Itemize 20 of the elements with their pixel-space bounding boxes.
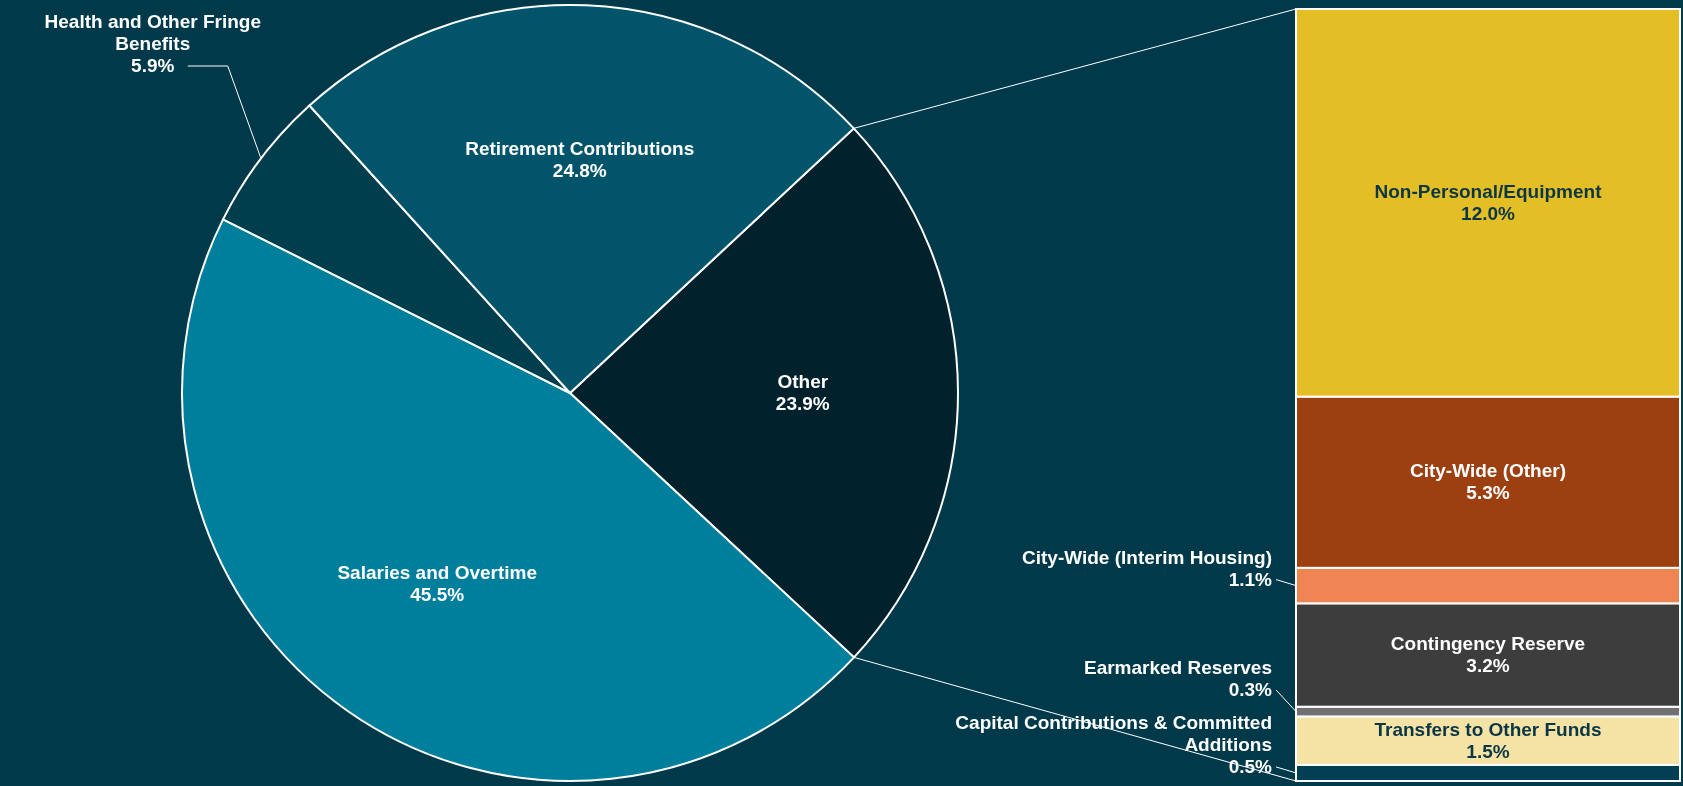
data-label: 12.0% [1461,202,1516,224]
slice-label: Salaries and Overtime [337,562,538,584]
data-label: 1.5% [1466,740,1510,762]
series-label: Earmarked Reserves [1083,656,1272,678]
series-label: Non-Personal/Equipment [1374,180,1603,202]
data-label: 3.2% [1466,655,1510,677]
data-label: 5.9% [131,55,175,76]
series-label: Transfers to Other Funds [1374,718,1602,740]
data-label: 5.3% [1466,482,1510,504]
data-label: 24.8% [552,160,607,182]
data-label: 45.5% [410,584,465,606]
slice-label: Health and Other Fringe Benefits [44,11,261,54]
slice-label: Retirement Contributions [465,138,695,160]
series-label: Contingency Reserve [1390,633,1586,655]
data-label: 23.9% [775,392,830,414]
series-label: City-Wide (Interim Housing) [1022,546,1272,568]
series-label: City-Wide (Other) [1409,460,1567,482]
slice-label: Other [777,370,829,392]
data-label: 1.1% [1228,568,1273,590]
data-label: 0.3% [1228,678,1273,700]
